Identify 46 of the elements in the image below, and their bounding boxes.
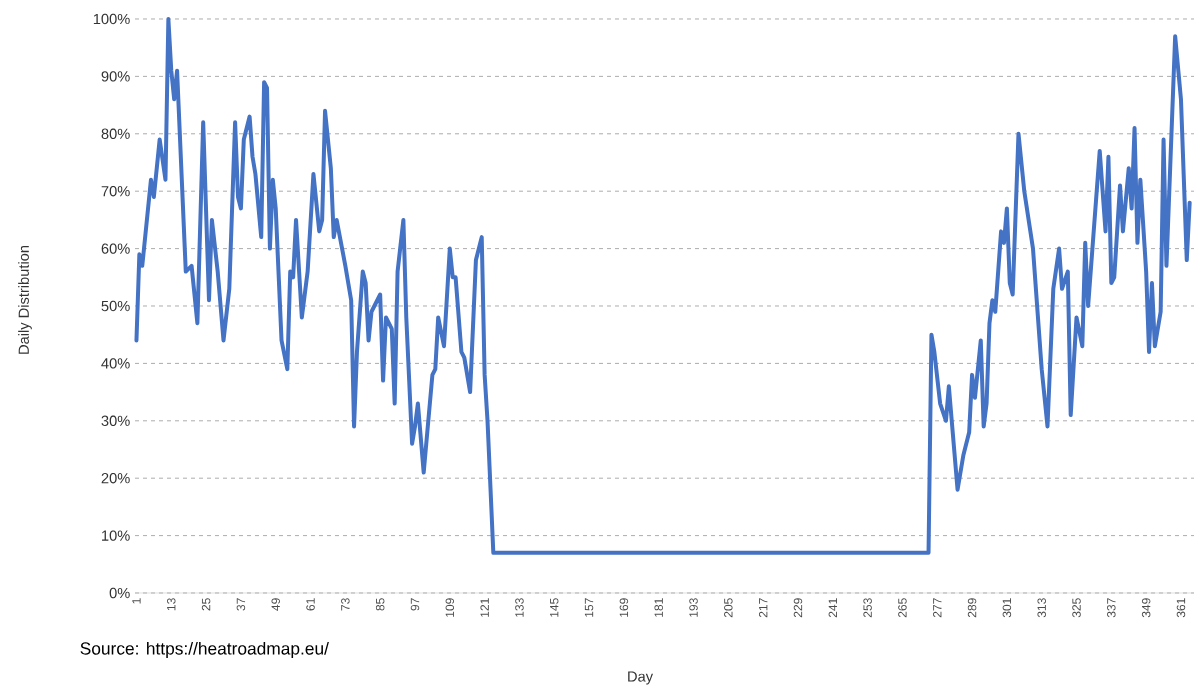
x-tick-label: 25 [201,598,211,611]
y-tick-label: 40% [101,358,130,369]
y-tick-label: 80% [101,128,130,139]
x-tick-label: 169 [619,598,629,617]
line-series [134,16,1192,555]
y-tick-label: 60% [101,243,130,254]
x-tick-label: 313 [1037,598,1046,618]
x-tick-label: 205 [724,598,733,618]
x-tick-label: 265 [898,598,907,618]
x-tick-label: 97 [410,598,420,611]
x-tick-label: 277 [933,598,942,618]
x-tick-label: 217 [758,598,768,618]
x-tick-label: 145 [550,598,559,617]
x-tick-label: 301 [1002,598,1012,618]
y-axis-title: Daily Distribution [18,245,32,354]
x-tick-label: 133 [515,598,524,617]
x-tick-label: 229 [793,598,803,618]
x-tick-label: 361 [1176,598,1186,618]
x-tick-label: 181 [654,598,663,617]
x-axis-title: Day [628,671,654,685]
source-note: Source: https://heatroadmap.eu/ [80,641,329,659]
x-tick-label: 1 [132,598,141,604]
y-tick-label: 20% [101,473,130,484]
y-tick-label: 0% [109,587,130,599]
x-tick-label: 157 [584,598,594,617]
x-tick-label: 73 [341,598,350,611]
x-tick-label: 241 [828,598,837,618]
x-tick-label: 61 [306,598,315,611]
y-tick-label: 100% [93,13,130,25]
x-tick-label: 325 [1072,598,1081,618]
x-tick-label: 13 [167,598,176,611]
x-tick-label: 193 [689,598,698,617]
x-tick-label: 49 [271,598,280,611]
x-tick-label: 85 [375,598,385,611]
x-tick-label: 337 [1107,598,1116,618]
x-tick-label: 289 [967,598,977,618]
y-tick-label: 70% [101,186,130,197]
x-tick-label: 253 [863,598,872,618]
y-tick-label: 10% [102,530,130,541]
x-tick-label: 349 [1141,598,1151,618]
x-tick-label: 121 [480,598,489,617]
x-tick-label: 37 [236,598,246,611]
y-tick-label: 90% [101,71,130,82]
y-tick-label: 30% [101,415,130,426]
x-tick-label: 109 [445,598,455,617]
y-tick-label: 50% [101,300,130,312]
